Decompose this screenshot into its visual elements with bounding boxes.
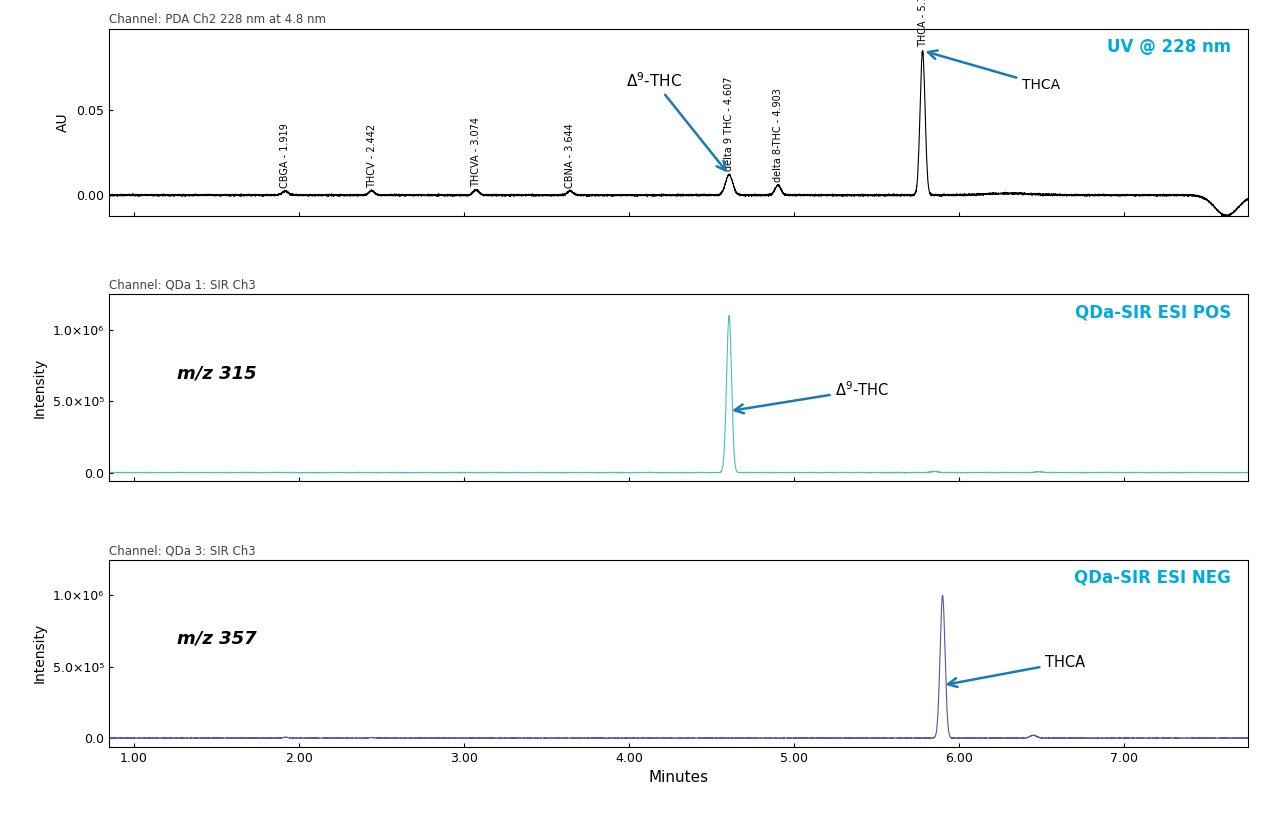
Text: Channel: PDA Ch2 228 nm at 4.8 nm: Channel: PDA Ch2 228 nm at 4.8 nm [109, 13, 326, 26]
Text: delta 8-THC - 4.903: delta 8-THC - 4.903 [773, 87, 783, 181]
Text: UV @ 228 nm: UV @ 228 nm [1107, 38, 1231, 56]
Y-axis label: Intensity: Intensity [33, 623, 47, 683]
Text: THCVA - 3.074: THCVA - 3.074 [471, 117, 481, 187]
Text: Channel: QDa 3: SIR Ch3: Channel: QDa 3: SIR Ch3 [109, 544, 256, 557]
Text: m/z 315: m/z 315 [177, 364, 257, 382]
Text: THCA: THCA [948, 655, 1085, 687]
Text: m/z 357: m/z 357 [177, 630, 257, 648]
Text: THCA - 5.779: THCA - 5.779 [918, 0, 928, 47]
Y-axis label: Intensity: Intensity [33, 357, 47, 418]
Text: $\Delta^9$-THC: $\Delta^9$-THC [735, 380, 890, 413]
Text: CBNA - 3.644: CBNA - 3.644 [564, 122, 575, 188]
Text: CBGA - 1.919: CBGA - 1.919 [280, 122, 291, 188]
Text: THCV - 2.442: THCV - 2.442 [366, 123, 376, 188]
Text: Channel: QDa 1: SIR Ch3: Channel: QDa 1: SIR Ch3 [109, 278, 256, 291]
Text: THCA: THCA [928, 51, 1060, 91]
Text: QDa-SIR ESI POS: QDa-SIR ESI POS [1075, 304, 1231, 322]
Y-axis label: AU: AU [56, 113, 70, 132]
Text: QDa-SIR ESI NEG: QDa-SIR ESI NEG [1074, 569, 1231, 587]
X-axis label: Minutes: Minutes [649, 770, 708, 785]
Text: $\Delta^9$-THC: $\Delta^9$-THC [626, 71, 726, 171]
Text: delta 9 THC - 4.607: delta 9 THC - 4.607 [724, 77, 735, 171]
